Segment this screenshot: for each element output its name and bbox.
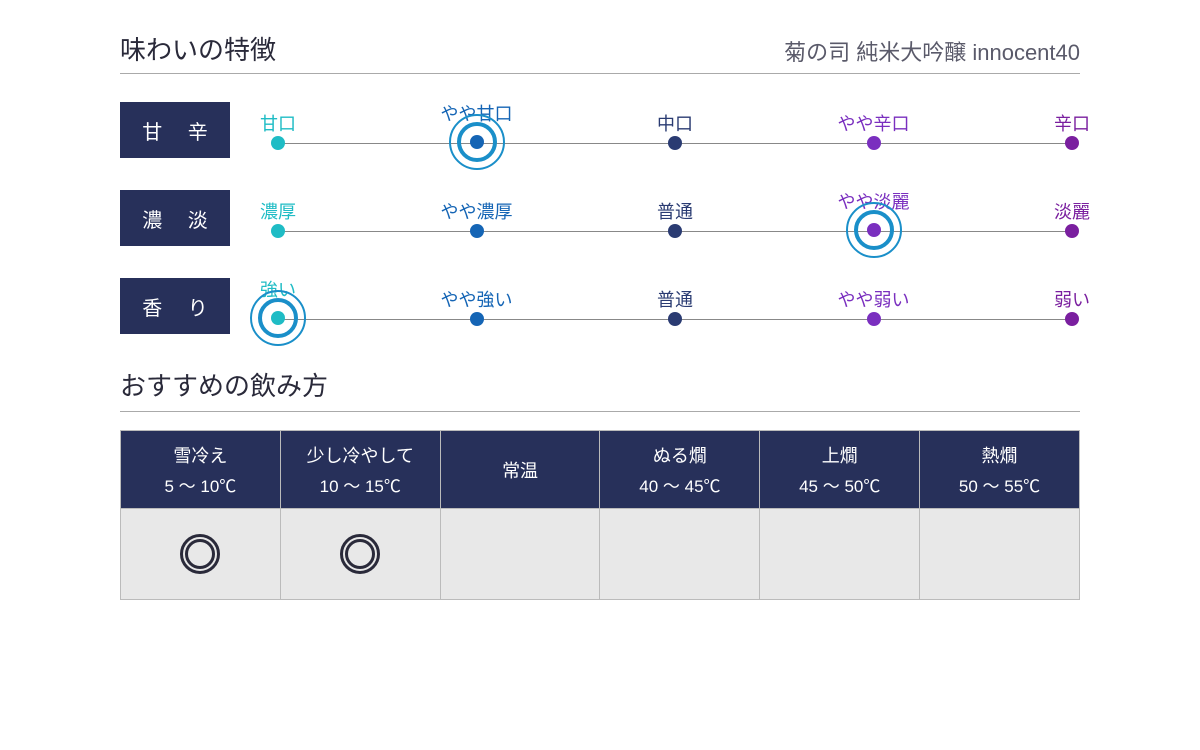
tick-dot xyxy=(271,224,285,238)
tick-label: やや強い xyxy=(441,286,513,312)
tick-label: 強い xyxy=(260,276,296,302)
temp-column: 常温 xyxy=(441,431,601,599)
tick-dot xyxy=(1065,224,1079,238)
scale-tick: 濃厚 xyxy=(271,224,285,238)
selected-tick: 強い xyxy=(258,298,298,338)
temperature-table: 雪冷え 5 〜 10℃ 少し冷やして 10 〜 15℃ 常温 ぬる燗 40 〜 45℃ 上燗 4… xyxy=(120,430,1080,600)
tick-label: 中口 xyxy=(657,110,693,136)
scale-tick: やや強い xyxy=(470,312,484,326)
temp-cell xyxy=(600,509,759,599)
tick-dot xyxy=(668,136,682,150)
scale-tick: 普通 xyxy=(668,224,682,238)
product-name: 菊の司 純米大吟醸 innocent40 xyxy=(784,35,1080,67)
scale-tick: やや濃厚 xyxy=(470,224,484,238)
temp-name: 熱燗 xyxy=(982,442,1018,468)
temp-header: 少し冷やして 10 〜 15℃ xyxy=(281,431,440,509)
tick-label: 弱い xyxy=(1054,286,1090,312)
recommended-icon xyxy=(180,534,220,574)
temp-header: ぬる燗 40 〜 45℃ xyxy=(600,431,759,509)
tick-dot xyxy=(668,224,682,238)
tick-dot xyxy=(271,136,285,150)
scale-track: 甘口やや甘口中口やや辛口辛口 xyxy=(270,102,1080,158)
scale-tick: やや辛口 xyxy=(867,136,881,150)
selected-tick: やや淡麗 xyxy=(854,210,894,250)
selected-tick: やや甘口 xyxy=(457,122,497,162)
scale-row: 香 り強いやや強い普通やや弱い弱い xyxy=(120,278,1080,334)
tick-dot xyxy=(1065,312,1079,326)
tick-label: やや辛口 xyxy=(838,110,910,136)
tick-label: 淡麗 xyxy=(1054,198,1090,224)
temp-name: 雪冷え xyxy=(173,442,227,468)
temp-range: 10 〜 15℃ xyxy=(320,472,401,497)
scale-track: 濃厚やや濃厚普通やや淡麗淡麗 xyxy=(270,190,1080,246)
tick-label: やや濃厚 xyxy=(441,198,513,224)
tick-label: 普通 xyxy=(657,286,693,312)
scale-label: 甘 辛 xyxy=(120,102,230,158)
temp-header: 常温 xyxy=(441,431,600,509)
temp-cell xyxy=(760,509,919,599)
section1-header: 味わいの特徴 菊の司 純米大吟醸 innocent40 xyxy=(120,30,1080,74)
recommended-icon xyxy=(340,534,380,574)
temp-header: 雪冷え 5 〜 10℃ xyxy=(121,431,280,509)
scale-label: 香 り xyxy=(120,278,230,334)
scale-tick: 弱い xyxy=(1065,312,1079,326)
tick-label: やや弱い xyxy=(838,286,910,312)
tick-dot xyxy=(470,224,484,238)
section1-title: 味わいの特徴 xyxy=(120,30,276,67)
temp-range: 40 〜 45℃ xyxy=(639,472,720,497)
temp-column: 少し冷やして 10 〜 15℃ xyxy=(281,431,441,599)
scale-tick: 中口 xyxy=(668,136,682,150)
scale-tick: 淡麗 xyxy=(1065,224,1079,238)
temp-cell xyxy=(441,509,600,599)
temp-column: 雪冷え 5 〜 10℃ xyxy=(121,431,281,599)
temp-cell xyxy=(920,509,1079,599)
taste-scales: 甘 辛甘口やや甘口中口やや辛口辛口濃 淡濃厚やや濃厚普通やや淡麗淡麗香 り強いや… xyxy=(120,102,1080,334)
temp-name: 少し冷やして xyxy=(307,442,414,468)
temp-column: ぬる燗 40 〜 45℃ xyxy=(600,431,760,599)
tick-label: やや甘口 xyxy=(441,100,513,126)
tick-dot xyxy=(867,312,881,326)
temp-name: ぬる燗 xyxy=(653,442,707,468)
scale-tick: 甘口 xyxy=(271,136,285,150)
scale-row: 濃 淡濃厚やや濃厚普通やや淡麗淡麗 xyxy=(120,190,1080,246)
temp-header: 上燗 45 〜 50℃ xyxy=(760,431,919,509)
tick-dot xyxy=(1065,136,1079,150)
section2-title: おすすめの飲み方 xyxy=(120,366,1080,412)
scale-row: 甘 辛甘口やや甘口中口やや辛口辛口 xyxy=(120,102,1080,158)
tick-label: 普通 xyxy=(657,198,693,224)
temp-range: 45 〜 50℃ xyxy=(799,472,880,497)
temp-cell xyxy=(281,509,440,599)
temp-column: 熱燗 50 〜 55℃ xyxy=(920,431,1079,599)
tick-label: やや淡麗 xyxy=(838,188,910,214)
temp-cell xyxy=(121,509,280,599)
tick-dot xyxy=(668,312,682,326)
scale-tick: 普通 xyxy=(668,312,682,326)
tick-label: 辛口 xyxy=(1054,110,1090,136)
scale-track: 強いやや強い普通やや弱い弱い xyxy=(270,278,1080,334)
temp-name: 常温 xyxy=(502,457,538,483)
temp-name: 上燗 xyxy=(822,442,858,468)
tick-dot xyxy=(470,312,484,326)
temp-range: 50 〜 55℃ xyxy=(959,472,1040,497)
tick-label: 濃厚 xyxy=(260,198,296,224)
scale-tick: やや弱い xyxy=(867,312,881,326)
scale-label: 濃 淡 xyxy=(120,190,230,246)
temp-column: 上燗 45 〜 50℃ xyxy=(760,431,920,599)
tick-label: 甘口 xyxy=(260,110,296,136)
temp-header: 熱燗 50 〜 55℃ xyxy=(920,431,1079,509)
scale-tick: 辛口 xyxy=(1065,136,1079,150)
tick-dot xyxy=(867,136,881,150)
temp-range: 5 〜 10℃ xyxy=(165,472,237,497)
